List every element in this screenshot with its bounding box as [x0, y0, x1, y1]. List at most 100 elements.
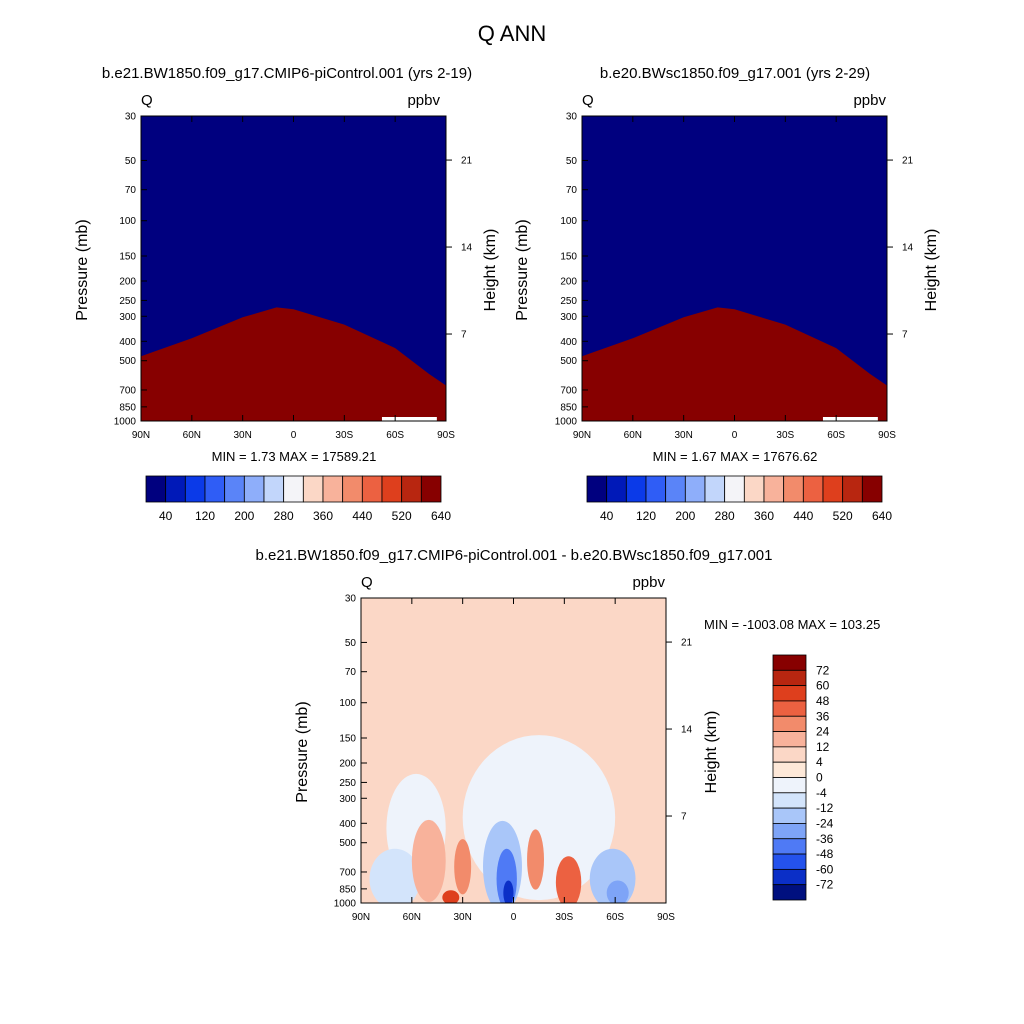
colorbar-swatch [772, 654, 807, 671]
colorbar-swatch [772, 761, 807, 778]
contour-region-2 [369, 848, 421, 903]
y-tick-label: 30 [566, 112, 578, 123]
y2-tick-label: 21 [461, 156, 473, 167]
x-tick-label: 90N [573, 430, 591, 441]
colorbar-swatch [772, 715, 807, 732]
colorbar-swatch [684, 475, 706, 503]
y-tick-label: 500 [119, 356, 136, 367]
units-label: ppbv [407, 92, 440, 109]
colorbar-swatch [145, 475, 167, 503]
y-tick-label: 100 [560, 216, 577, 227]
y2-tick-label: 14 [461, 243, 473, 254]
colorbar-label: 360 [313, 509, 333, 523]
colorbar-swatch [665, 475, 686, 503]
colorbar-swatch [772, 884, 807, 901]
panel-title: b.e20.BWsc1850.f09_g17.001 (yrs 2-29) [600, 65, 870, 82]
colorbar-swatch [772, 685, 807, 702]
panel-piControl: b.e21.BW1850.f09_g17.CMIP6-piControl.001… [74, 65, 499, 523]
colorbar-swatch [420, 475, 442, 503]
y-tick-label: 50 [125, 156, 137, 167]
contour-region-5 [442, 890, 460, 903]
contour-band-14 [141, 307, 446, 421]
colorbar-swatch [302, 475, 324, 503]
colorbar-swatch [586, 475, 608, 503]
colorbar-label: 440 [793, 509, 813, 523]
colorbar-label: 4 [816, 755, 823, 769]
colorbar-label: 36 [816, 709, 830, 723]
x-tick-label: 90S [437, 430, 455, 441]
y-tick-label: 400 [560, 337, 577, 348]
colorbar-swatch [861, 475, 883, 503]
y2-tick-label: 14 [902, 243, 914, 254]
colorbar-swatch [401, 475, 422, 503]
colorbar-swatch [224, 475, 245, 503]
colorbar-swatch [772, 700, 807, 717]
y-tick-label: 150 [560, 251, 577, 262]
y-tick-label: 100 [339, 698, 356, 709]
contour-region-3 [411, 819, 446, 903]
colorbar-label: 640 [431, 509, 451, 523]
colorbar-swatch [606, 475, 627, 503]
y-tick-label: 30 [125, 112, 137, 123]
colorbar-label: 200 [234, 509, 254, 523]
plot-area: 90N 60N 30N 0 30S 60S 90S 30 50 70 100 150 200 250 300… [555, 112, 914, 442]
colorbar-label: 40 [600, 509, 614, 523]
y-tick-label: 250 [339, 778, 356, 789]
colorbar-swatch [842, 475, 863, 503]
panel-title: b.e21.BW1850.f09_g17.CMIP6-piControl.001… [255, 547, 772, 564]
y-tick-label: 400 [339, 819, 356, 830]
x-tick-label: 30S [776, 430, 794, 441]
y-tick-label: 50 [566, 156, 578, 167]
colorbar-swatch [243, 475, 265, 503]
x-tick-label: 90S [657, 912, 675, 923]
y-tick-label: 250 [119, 296, 136, 307]
colorbar-swatch [165, 475, 186, 503]
colorbar-swatch [381, 475, 403, 503]
colorbar-label: 280 [715, 509, 735, 523]
colorbar-label: 48 [816, 694, 830, 708]
colorbar: 40 120 200 280 360 440 520 640 [586, 475, 892, 523]
colorbar-swatch [204, 475, 226, 503]
y-tick-label: 700 [339, 867, 356, 878]
y-tick-label: 850 [339, 884, 356, 895]
contour-region-12 [606, 880, 629, 903]
y2-axis-label: Height (km) [703, 711, 720, 794]
colorbar-swatch [772, 669, 807, 687]
colorbar-swatch [772, 807, 807, 824]
colorbar-label: 120 [195, 509, 215, 523]
colorbar-swatch [704, 475, 726, 503]
x-tick-label: 60N [403, 912, 421, 923]
y-tick-label: 300 [339, 794, 356, 805]
colorbar-swatch [625, 475, 647, 503]
y-axis-label: Pressure (mb) [294, 701, 311, 802]
colorbar-label: 72 [816, 663, 830, 677]
x-tick-label: 0 [291, 430, 297, 441]
y-tick-label: 300 [560, 312, 577, 323]
colorbar: 40 120 200 280 360 440 520 640 [145, 475, 451, 523]
y-tick-label: 50 [345, 638, 357, 649]
plot-area: 90N 60N 30N 0 30S 60S 90S 30 50 70 100 150 200 250 300… [334, 594, 693, 924]
colorbar-swatch [283, 475, 304, 503]
y2-axis-label: Height (km) [482, 229, 499, 312]
y-tick-label: 200 [339, 759, 356, 770]
colorbar-label: 520 [833, 509, 853, 523]
contour-band-14 [582, 307, 887, 421]
contour-field [141, 116, 446, 421]
y-tick-label: 70 [345, 667, 357, 678]
y2-tick-label: 21 [681, 638, 693, 649]
colorbar-swatch [263, 475, 285, 503]
x-tick-label: 30S [335, 430, 353, 441]
y-tick-label: 70 [566, 185, 578, 196]
y2-axis-label: Height (km) [923, 229, 940, 312]
y-tick-label: 850 [119, 402, 136, 413]
y-tick-label: 150 [119, 251, 136, 262]
y-tick-label: 400 [119, 337, 136, 348]
min-max-stats: MIN = 1.67 MAX = 17676.62 [653, 449, 818, 464]
colorbar-label: -12 [816, 801, 834, 815]
missing-data-gap [822, 417, 878, 421]
y-tick-label: 30 [345, 594, 357, 605]
colorbar-label: -36 [816, 832, 834, 846]
y-tick-label: 200 [560, 277, 577, 288]
